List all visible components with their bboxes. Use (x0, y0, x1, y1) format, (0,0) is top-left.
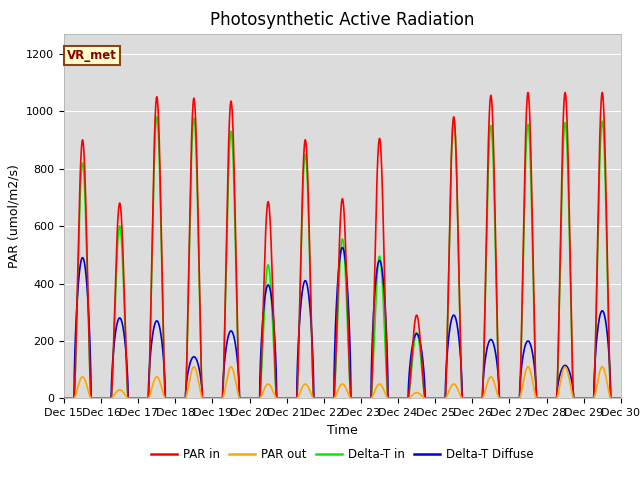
Legend: PAR in, PAR out, Delta-T in, Delta-T Diffuse: PAR in, PAR out, Delta-T in, Delta-T Dif… (147, 443, 538, 466)
X-axis label: Time: Time (327, 424, 358, 437)
Y-axis label: PAR (umol/m2/s): PAR (umol/m2/s) (8, 164, 20, 268)
Text: VR_met: VR_met (67, 49, 117, 62)
Title: Photosynthetic Active Radiation: Photosynthetic Active Radiation (210, 11, 475, 29)
